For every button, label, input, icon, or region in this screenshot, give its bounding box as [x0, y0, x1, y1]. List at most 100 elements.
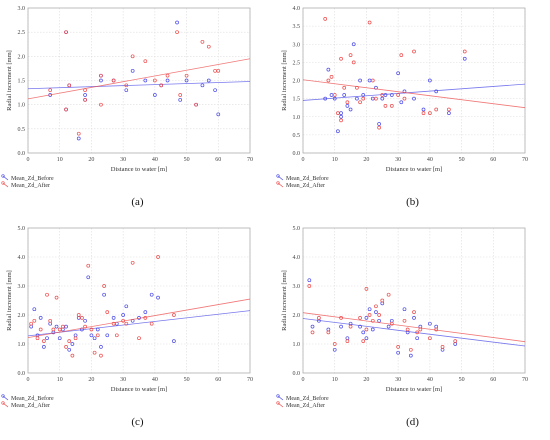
chart-d-svg: 0 10 20 30 40 50 60 70 0.0 1.0 2.0 3.0 4.0 5.0 Distanc…	[276, 226, 528, 409]
y-tick-label: 2.5	[18, 30, 26, 36]
x-tick-label: 0	[27, 377, 30, 383]
data-point	[310, 324, 315, 329]
data-point	[396, 345, 400, 349]
data-point	[329, 93, 334, 97]
data-point	[149, 321, 154, 326]
data-point	[32, 318, 37, 323]
data-point	[361, 339, 366, 343]
data-point	[149, 292, 154, 297]
y-tick-label: 1.0	[293, 342, 301, 348]
data-point	[323, 96, 328, 101]
x-tick-label: 40	[152, 377, 158, 383]
x-tick-label: 10	[57, 157, 63, 163]
data-point	[402, 96, 407, 101]
data-point	[89, 327, 94, 332]
legend-label: Mean_Zd_Before	[11, 395, 54, 402]
data-point	[412, 96, 416, 101]
data-point	[329, 75, 334, 79]
x-tick-label: 0	[302, 377, 305, 383]
data-point	[38, 327, 43, 332]
data-point	[95, 327, 100, 332]
x-tick-label: 10	[332, 157, 338, 163]
trend-line	[27, 310, 251, 337]
x-tick-label: 30	[120, 377, 126, 383]
data-point	[42, 339, 46, 343]
data-point	[345, 100, 350, 105]
data-point	[408, 353, 413, 358]
data-point	[213, 68, 217, 73]
data-point	[339, 111, 343, 115]
y-tick-label: 3.0	[18, 284, 26, 290]
data-point	[124, 321, 129, 326]
y-tick-label: 2.0	[18, 313, 26, 319]
y-axis-label: Radial increment [mm]	[6, 50, 13, 111]
data-point	[345, 339, 350, 343]
data-point	[124, 88, 129, 93]
legend-marker	[277, 402, 284, 408]
data-point	[361, 330, 366, 335]
x-axis-label: Distance to water [m]	[111, 166, 168, 173]
y-tick-label: 1.0	[18, 103, 26, 109]
data-point	[175, 30, 179, 35]
data-point	[348, 324, 353, 329]
trend-line	[27, 298, 251, 339]
data-point	[428, 321, 432, 326]
data-point	[124, 83, 129, 88]
legend-marker-dot	[1, 401, 5, 405]
data-point	[137, 336, 141, 341]
data-point	[380, 301, 385, 306]
legend-label: Mean_Zd_After	[11, 402, 50, 409]
data-point	[67, 83, 72, 88]
data-point	[73, 333, 78, 338]
data-point	[377, 122, 381, 126]
data-point	[121, 313, 125, 317]
data-point	[339, 114, 343, 119]
panel-a: 0 10 20 30 40 50 60 70 0.0 0.5 1.0 1.5 2.0 2.5 3.0 Dist…	[0, 0, 275, 220]
data-point	[64, 324, 68, 329]
x-tick-label: 10	[332, 377, 338, 383]
data-point	[370, 78, 375, 83]
x-axis-label: Distance to water [m]	[386, 166, 443, 173]
data-point	[64, 30, 68, 35]
y-tick-label: 5.0	[18, 226, 26, 232]
data-point	[165, 73, 170, 78]
data-point	[415, 336, 420, 341]
data-point	[326, 67, 331, 72]
data-point	[351, 60, 356, 65]
panel-c-caption: (c)	[131, 416, 144, 428]
data-point	[64, 345, 68, 349]
data-point	[99, 102, 103, 107]
data-point	[184, 73, 189, 78]
data-point	[178, 93, 183, 97]
y-tick-label: 3.0	[18, 6, 26, 12]
data-point	[310, 330, 315, 335]
x-tick-label: 30	[395, 377, 401, 383]
x-tick-label: 0	[302, 157, 305, 163]
data-point	[45, 292, 49, 297]
y-tick-label: 4.0	[18, 255, 26, 261]
y-tick-label: 0.0	[293, 371, 301, 377]
data-point	[54, 295, 59, 300]
data-point	[358, 78, 362, 83]
data-point	[92, 350, 97, 355]
legend-marker-dot	[1, 174, 5, 178]
data-point	[307, 284, 312, 288]
legend-marker	[277, 182, 284, 188]
data-point	[70, 353, 75, 358]
trend-line	[302, 83, 526, 101]
y-tick-label: 1.0	[293, 115, 301, 121]
x-axis-label: Distance to water [m]	[386, 386, 443, 393]
data-point	[332, 347, 337, 352]
data-point	[367, 313, 372, 317]
trend-line	[302, 79, 526, 109]
data-point	[76, 316, 81, 320]
data-point	[54, 324, 59, 329]
data-point	[80, 316, 84, 320]
panel-d-caption: (d)	[406, 416, 419, 428]
data-point	[172, 313, 176, 317]
data-point	[130, 54, 135, 59]
plot-frame	[27, 227, 251, 374]
y-axis-label: Radial increment [mm]	[6, 270, 13, 331]
data-point	[428, 78, 432, 83]
